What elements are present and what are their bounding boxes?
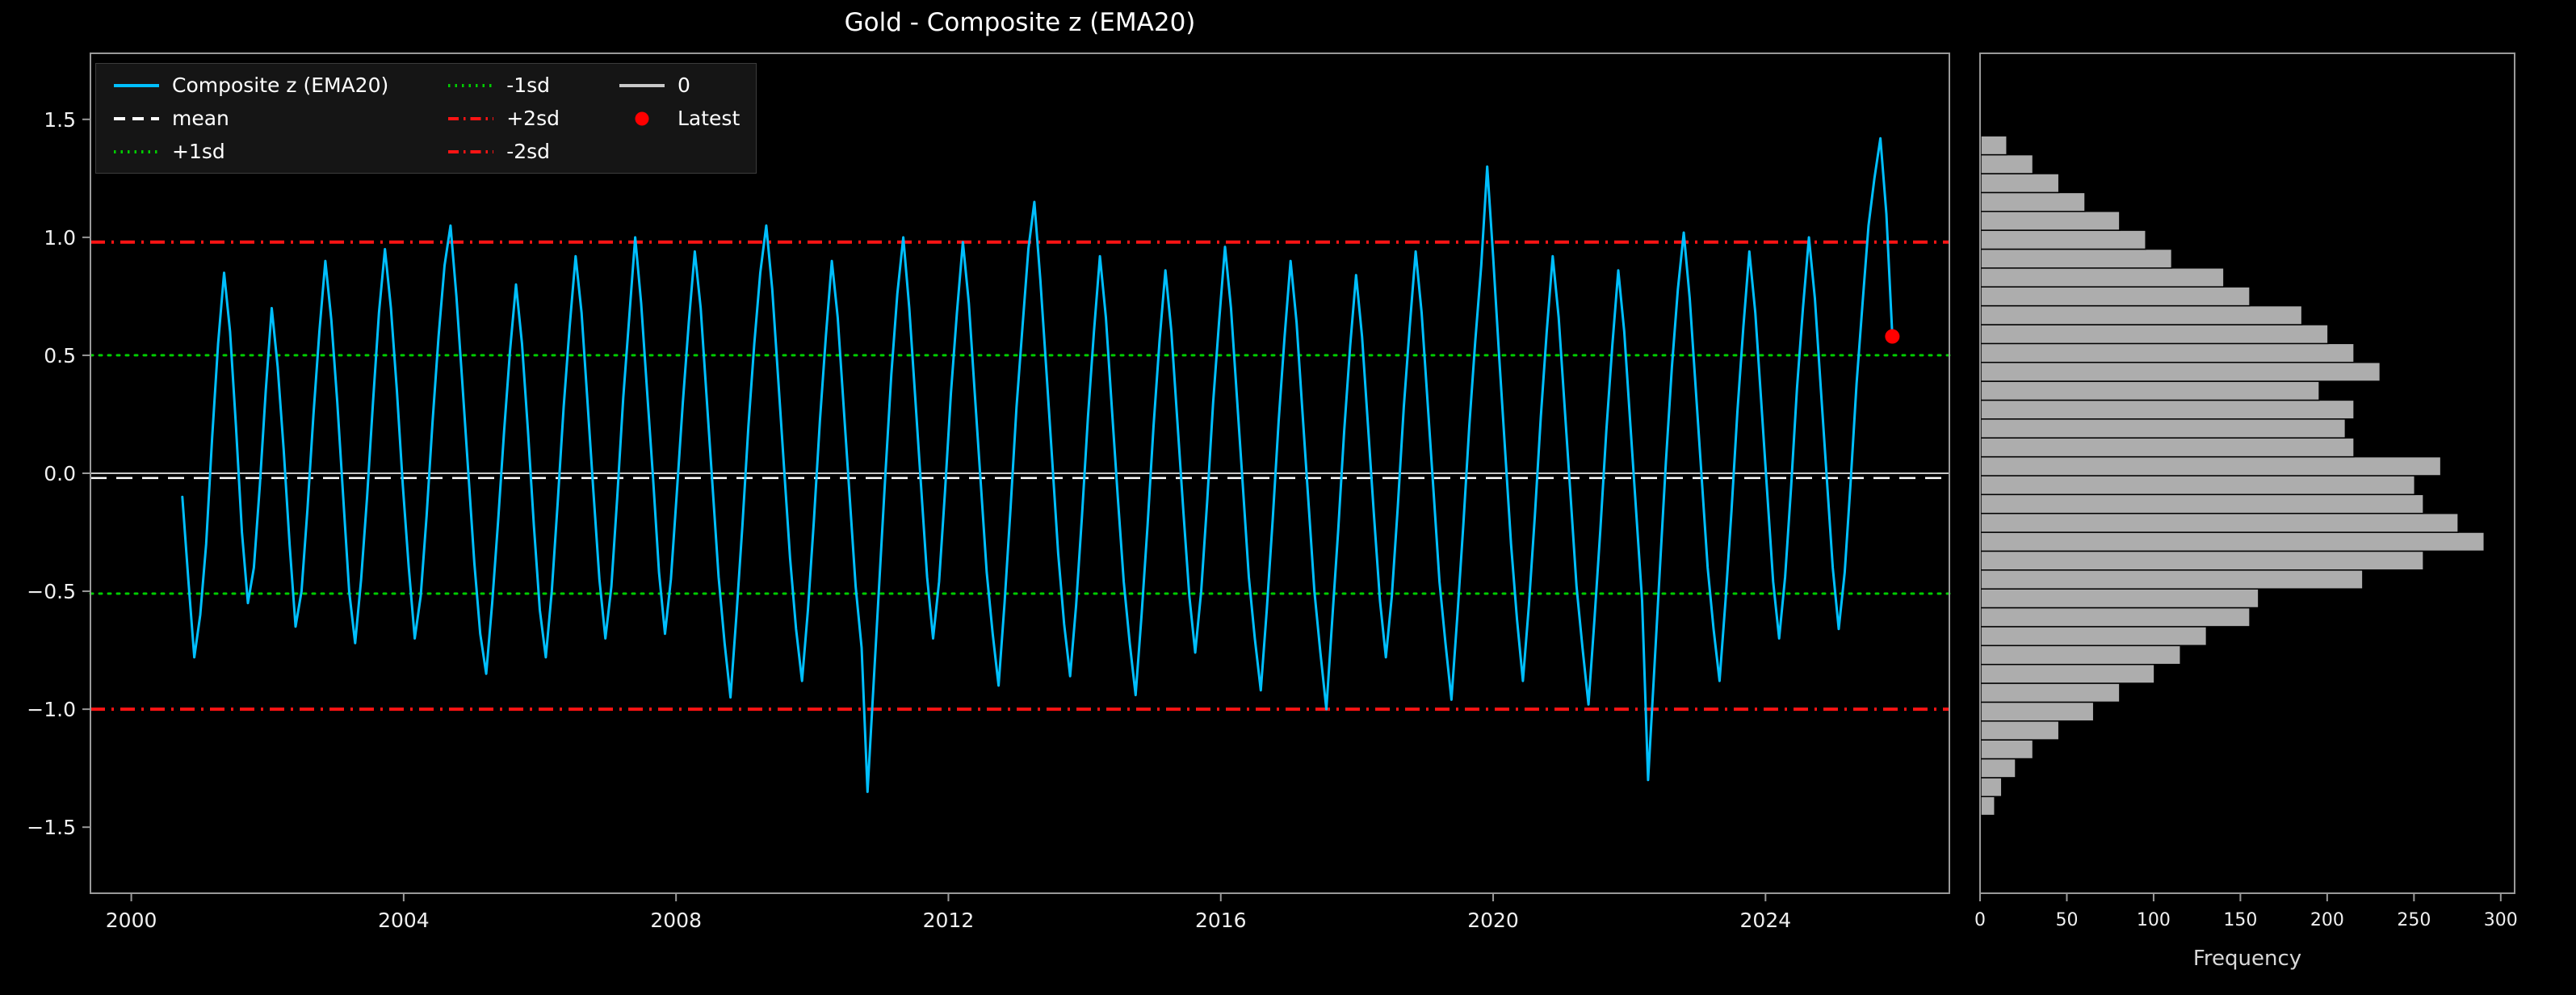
- legend-item: -2sd: [447, 140, 560, 163]
- histogram-bar: [1980, 777, 2003, 798]
- legend-item: Latest: [618, 107, 740, 130]
- legend-item-label: +1sd: [172, 140, 225, 163]
- legend-item: -1sd: [447, 73, 560, 97]
- histogram-bar: [1980, 626, 2208, 647]
- tick-label: 50: [2055, 910, 2078, 930]
- minus1sd-line-sample: [448, 83, 494, 87]
- histogram-bar: [1980, 531, 2486, 552]
- legend-item-label: 0: [677, 73, 690, 97]
- histogram-bar: [1980, 135, 2008, 156]
- tick-label: 2000: [106, 909, 157, 932]
- plus2sd-line-sample: [448, 116, 494, 120]
- legend-item: +2sd: [447, 107, 560, 130]
- histogram-bar: [1980, 380, 2320, 401]
- histogram-bar: [1980, 739, 2034, 760]
- histogram-bar: [1980, 569, 2364, 590]
- histogram-bar: [1980, 342, 2355, 363]
- histogram-bar: [1980, 191, 2086, 212]
- histogram-bar: [1980, 493, 2424, 514]
- histogram-bar: [1980, 701, 2095, 722]
- legend-item: +1sd: [112, 140, 388, 163]
- tick-label: 0: [1974, 910, 1986, 930]
- tick-label: −0.5: [27, 580, 76, 603]
- legend-item: mean: [112, 107, 388, 130]
- histogram-bar: [1980, 663, 2155, 684]
- histogram-bar: [1980, 267, 2225, 288]
- histogram-axes-frame: [1979, 52, 2515, 894]
- histogram-bar: [1980, 304, 2303, 325]
- legend-item-label: Composite z (EMA20): [172, 73, 389, 97]
- tick-label: −1.5: [27, 816, 76, 839]
- histogram-bar: [1980, 153, 2034, 174]
- histogram-bar: [1980, 682, 2121, 703]
- composite-z-series-line: [181, 136, 1894, 793]
- legend: Composite z (EMA20) mean +1sd -1sd +2sd …: [95, 63, 757, 174]
- minus2sd-line-sample: [448, 149, 494, 153]
- histogram-bar: [1980, 720, 2060, 741]
- legend-item-label: -1sd: [506, 73, 551, 97]
- mean-line-sample: [114, 116, 159, 120]
- tick-label: 2012: [923, 909, 975, 932]
- histogram-bar: [1980, 286, 2251, 307]
- histogram-bar: [1980, 644, 2181, 665]
- tick-label: 100: [2137, 910, 2171, 930]
- latest-marker-sample: [635, 111, 649, 125]
- histogram-bar: [1980, 324, 2329, 345]
- legend-item-label: mean: [172, 107, 229, 130]
- frequency-axis-label: Frequency: [2192, 947, 2302, 971]
- histogram-bar: [1980, 361, 2381, 382]
- histogram-bar: [1980, 418, 2347, 439]
- histogram-bar: [1980, 399, 2355, 420]
- series-line-sample: [114, 83, 159, 87]
- histogram-bar: [1980, 796, 1995, 817]
- tick-label: 0.0: [44, 462, 76, 485]
- tick-label: 250: [2397, 910, 2431, 930]
- tick-label: 2016: [1195, 909, 1247, 932]
- legend-item: Composite z (EMA20): [112, 73, 388, 97]
- zero-line-sample: [619, 83, 665, 87]
- tick-label: 2024: [1740, 909, 1792, 932]
- histogram-bar: [1980, 550, 2424, 571]
- legend-item-label: -2sd: [506, 140, 551, 163]
- tick-label: 1.5: [44, 108, 76, 132]
- tick-label: −1.0: [27, 698, 76, 721]
- tick-label: 150: [2223, 910, 2257, 930]
- histogram-bar: [1980, 607, 2251, 628]
- histogram-bar: [1980, 229, 2146, 250]
- legend-item-label: Latest: [677, 107, 740, 130]
- histogram-bar: [1980, 512, 2459, 533]
- tick-label: 2008: [650, 909, 702, 932]
- figure-title: Gold - Composite z (EMA20): [844, 8, 1196, 37]
- tick-label: 2004: [378, 909, 430, 932]
- histogram-bar: [1980, 456, 2442, 477]
- histogram-bar: [1980, 475, 2416, 496]
- legend-item: 0: [618, 73, 740, 97]
- plus1sd-line-sample: [114, 149, 159, 153]
- histogram-bar: [1980, 758, 2016, 779]
- tick-label: 1.0: [44, 226, 76, 250]
- tick-label: 2020: [1467, 909, 1519, 932]
- histogram-bar: [1980, 173, 2060, 194]
- histogram-bar: [1980, 210, 2121, 231]
- legend-item-label: +2sd: [506, 107, 560, 130]
- histogram-bar: [1980, 248, 2173, 269]
- latest-point-marker: [1885, 329, 1900, 344]
- histogram-bar: [1980, 588, 2259, 609]
- tick-label: 200: [2310, 910, 2344, 930]
- tick-label: 0.5: [44, 344, 76, 367]
- histogram-bar: [1980, 437, 2355, 458]
- tick-label: 300: [2484, 910, 2518, 930]
